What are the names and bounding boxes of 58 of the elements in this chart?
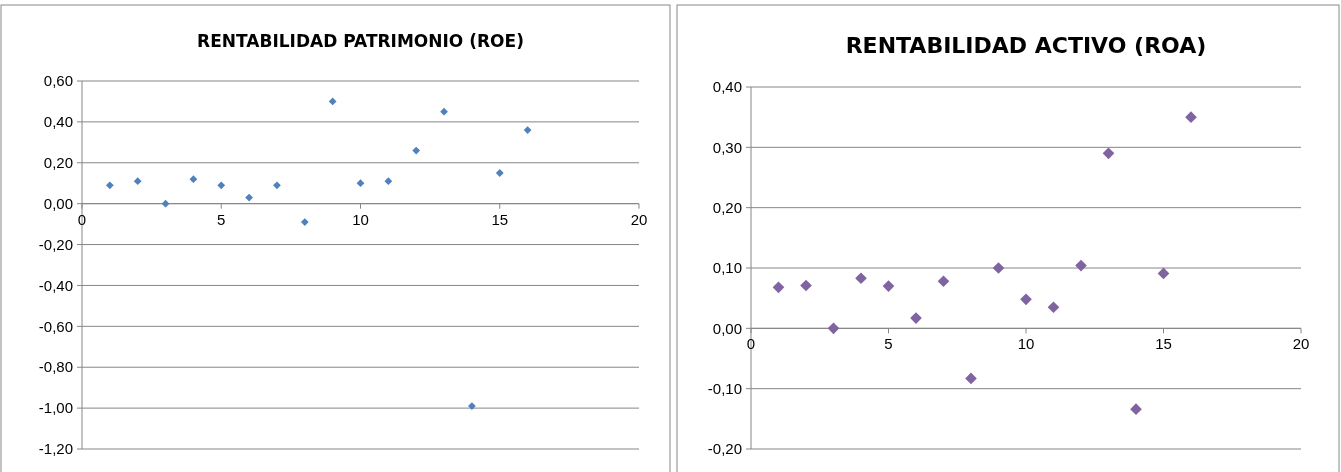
y-tick-label: 0,40 [712,78,742,96]
point [1047,301,1060,314]
point [882,280,895,292]
x-tick-label: 15 [1155,335,1172,353]
chart-title: RENTABILIDAD PATRIMONIO (ROE) [197,31,524,51]
y-tick-label: -0,60 [38,317,73,335]
point [105,181,114,190]
y-tick-label: 0,00 [712,319,742,337]
point [827,322,840,335]
point [468,402,476,410]
point [273,181,281,190]
y-tick-label: 0,20 [712,198,742,216]
y-tick-label: 0,20 [43,154,73,172]
point [356,179,365,188]
y-tick-label: -0,80 [38,358,73,376]
x-tick-label: 10 [352,210,369,228]
y-tick-label: -1,00 [38,399,73,417]
y-tick-label: 0,60 [43,72,73,90]
point [772,281,785,294]
point [1102,147,1115,160]
y-tick-label: 0,40 [43,113,73,131]
x-tick-label: 0 [77,210,87,228]
x-tick-label: 20 [630,210,648,228]
x-tick-label: 0 [746,335,756,353]
point [1157,267,1170,280]
y-tick-label: 0,10 [712,259,742,277]
point [523,126,532,134]
point [855,272,867,285]
x-tick-label: 10 [1017,335,1035,353]
x-tick-label: 5 [884,335,893,353]
point [161,199,170,208]
point [800,279,812,292]
y-tick-label: -0,10 [707,379,742,397]
y-tick-label: 0,30 [712,138,742,156]
point [384,177,393,186]
point [300,218,309,226]
point [133,177,142,186]
y-tick-label: 0,00 [43,194,73,212]
point [1020,293,1032,306]
x-tick-label: 20 [1292,335,1310,353]
chart-title: RENTABILIDAD ACTIVO (ROA) [845,33,1207,58]
y-tick-label: -0,20 [38,235,73,253]
point [245,193,253,202]
y-tick-label: -0,40 [38,276,73,294]
point [328,97,337,106]
y-tick-label: -1,20 [38,440,73,458]
point [937,275,950,288]
x-tick-label: 5 [217,210,226,228]
point [495,169,504,177]
point [1075,259,1087,272]
point [217,181,226,190]
point [189,175,198,184]
point [992,262,1005,274]
point [440,107,448,116]
point [965,372,977,385]
x-tick-label: 15 [491,210,509,228]
y-tick-label: -0,20 [707,440,742,458]
point [412,146,421,155]
